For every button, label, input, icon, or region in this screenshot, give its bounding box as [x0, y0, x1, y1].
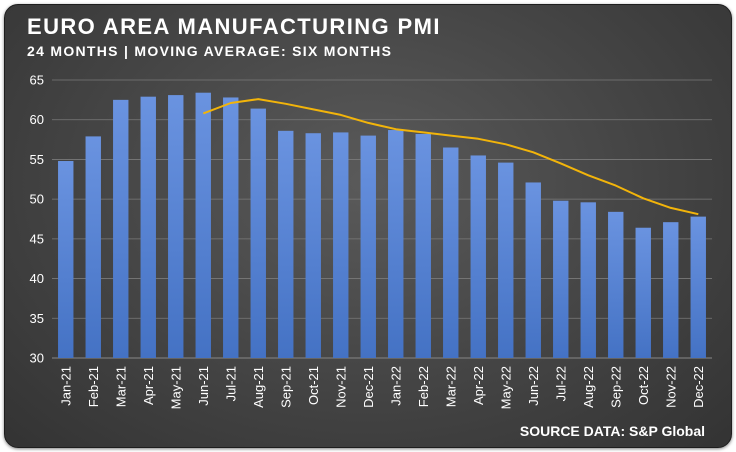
x-tick-label: May-22	[498, 366, 513, 409]
source-note: SOURCE DATA: S&P Global	[519, 423, 705, 439]
x-tick-label: Feb-21	[86, 366, 101, 407]
bar	[58, 161, 74, 358]
chart-subtitle: 24 MONTHS | MOVING AVERAGE: SIX MONTHS	[27, 43, 393, 59]
x-tick-label: Jan-22	[388, 366, 403, 406]
bar	[168, 95, 184, 358]
bar	[85, 136, 101, 358]
x-tick-label: Aug-22	[581, 366, 596, 408]
x-tick-label: Mar-22	[443, 366, 458, 407]
chart-title: EURO AREA MANUFACTURING PMI	[27, 14, 441, 39]
x-tick-label: Jan-21	[58, 366, 73, 406]
bar	[195, 92, 211, 359]
x-tick-label: Oct-22	[636, 366, 651, 405]
bar	[415, 134, 431, 358]
x-tick-label: Aug-21	[251, 366, 266, 408]
y-tick-label: 45	[30, 231, 44, 246]
bar	[498, 162, 514, 358]
bar	[553, 200, 569, 358]
bar	[388, 130, 404, 358]
y-tick-label: 40	[30, 271, 44, 286]
x-tick-label: Jun-21	[196, 366, 211, 406]
y-tick-label: 35	[30, 311, 44, 326]
bar	[113, 99, 129, 358]
x-tick-label: Nov-22	[663, 366, 678, 408]
x-tick-label: Jul-22	[553, 366, 568, 401]
x-tick-label: May-21	[168, 366, 183, 409]
y-tick-label: 50	[30, 192, 44, 207]
bar	[635, 227, 651, 358]
moving-average-series	[202, 98, 699, 216]
x-tick-label: Sep-22	[608, 366, 623, 408]
bar	[278, 130, 294, 358]
bar	[470, 155, 486, 358]
bar	[663, 222, 679, 358]
bar	[690, 216, 706, 358]
bar	[525, 182, 541, 358]
gridlines	[52, 79, 712, 359]
x-tick-label: Oct-21	[306, 366, 321, 405]
x-tick-label: Apr-22	[471, 366, 486, 405]
x-tick-label: Nov-21	[333, 366, 348, 408]
x-tick-label: Dec-22	[691, 366, 706, 408]
bar	[443, 147, 459, 358]
y-tick-label: 60	[30, 112, 44, 127]
y-axis: 30 35 40 45 50 55 60 65	[30, 73, 44, 366]
bar	[140, 96, 156, 359]
bar	[250, 108, 266, 358]
x-tick-label: Sep-21	[278, 366, 293, 408]
x-tick-label: Jul-21	[223, 366, 238, 401]
x-tick-label: Feb-22	[416, 366, 431, 407]
bar	[333, 132, 349, 358]
x-tick-label: Apr-21	[141, 366, 156, 405]
bar-series	[58, 92, 706, 359]
bar	[580, 202, 596, 358]
x-tick-label: Jun-22	[526, 366, 541, 406]
bar	[223, 97, 239, 358]
x-axis: Jan-21 Feb-21 Mar-21 Apr-21 May-21 Jun-21 Jul-…	[58, 366, 706, 409]
bar	[608, 211, 624, 358]
moving-average-line	[202, 98, 699, 216]
x-tick-label: Mar-21	[113, 366, 128, 407]
y-tick-label: 30	[30, 351, 44, 366]
y-tick-label: 55	[30, 152, 44, 167]
y-tick-label: 65	[30, 73, 44, 88]
bar	[360, 135, 376, 358]
bar	[305, 133, 321, 358]
x-tick-label: Dec-21	[361, 366, 376, 408]
